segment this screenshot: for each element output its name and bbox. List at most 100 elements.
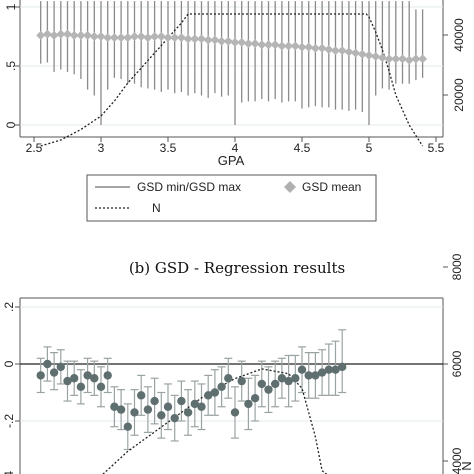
- chart-a-mean-marker: [49, 30, 59, 40]
- chart-a-mean-marker: [377, 53, 387, 63]
- chart-a-mean-marker: [56, 29, 66, 39]
- chart-a-mean-marker: [163, 33, 173, 43]
- chart-b-estimate-point: [277, 374, 287, 383]
- chart-b-right-tick-label: 6000: [450, 350, 464, 377]
- chart-a-mean-marker: [304, 42, 314, 52]
- chart-a-mean-marker: [76, 30, 86, 40]
- chart-a-x-tick-label: 3.5: [160, 141, 177, 155]
- chart-b-estimate-point: [217, 382, 226, 391]
- chart-a-mean-marker: [42, 29, 52, 39]
- chart-a-mean-marker: [170, 33, 180, 43]
- chart-b-estimate-point: [90, 374, 99, 383]
- chart-a-mean-marker: [337, 46, 347, 56]
- chart-a-mean-marker: [223, 36, 233, 46]
- chart-b-estimate-point: [204, 391, 213, 400]
- chart-b-estimate-point: [190, 399, 199, 409]
- chart-a-mean-marker: [324, 44, 334, 54]
- chart-a-y-tick-label: 1: [4, 3, 18, 10]
- chart-b-estimate-point: [76, 382, 86, 391]
- chart-b-estimate-point: [257, 379, 266, 389]
- chart-a-mean-marker: [183, 34, 193, 44]
- chart-b-estimate-point: [237, 376, 246, 386]
- chart-b-title: (b) GSD - Regression results: [129, 259, 345, 277]
- chart-b-estimate-point: [83, 371, 92, 380]
- chart-a-range-bars: [40, 1, 424, 125]
- chart-a-x-tick-label: 5: [366, 141, 373, 155]
- chart-a-x-tick-label: 4: [232, 141, 239, 155]
- chart-a-mean-marker: [130, 32, 139, 41]
- chart-b-estimate-point: [43, 359, 52, 369]
- chart-a-y-tick-label: .5: [4, 61, 18, 71]
- chart-a-gridlines: [20, 6, 443, 126]
- chart-a-mean-marker: [156, 32, 166, 41]
- chart-a-mean-marker: [150, 32, 160, 41]
- chart-a-y-ticks-left: 0.51: [4, 3, 20, 128]
- chart-a-n-line: [40, 13, 424, 147]
- chart-b-estimate-point: [123, 422, 132, 431]
- chart-a-mean-marker: [317, 43, 327, 53]
- chart-b-estimate-point: [291, 374, 300, 383]
- chart-b-estimate-point: [103, 371, 112, 380]
- chart-b-estimate-point: [157, 411, 166, 420]
- chart-a-mean-marker: [203, 35, 213, 45]
- chart-a-mean-marker: [210, 35, 220, 45]
- chart-a-mean-marker: [217, 36, 227, 46]
- chart-a-legend: GSD min/GSD max GSD mean N: [86, 174, 377, 222]
- chart-b-estimate-point: [150, 396, 159, 406]
- chart-a-mean-marker: [371, 52, 381, 62]
- chart-b-estimate-point: [56, 362, 65, 372]
- chart-a-mean-marker: [404, 55, 414, 65]
- chart-a-mean-marker: [243, 39, 253, 49]
- chart-a-right-tick-label: 40000: [452, 18, 466, 52]
- chart-a-x-axis-label: GPA: [218, 153, 245, 168]
- chart-a-mean-marker: [136, 32, 146, 41]
- chart-a-mean-marker: [384, 54, 394, 64]
- chart-b-estimate-point: [250, 394, 260, 403]
- chart-b-estimate-point: [143, 405, 153, 414]
- chart-b-y-tick-label: -.2: [2, 414, 16, 428]
- chart-a-mean-marker: [83, 30, 93, 40]
- chart-b-estimate-point: [224, 374, 233, 383]
- chart-a-mean-marker: [364, 50, 374, 60]
- chart-a-mean-marker: [89, 32, 99, 41]
- chart-a-mean-markers: [36, 29, 428, 65]
- chart-b-estimate-point: [183, 408, 193, 417]
- chart-a-x-tick-label: 5.5: [428, 141, 445, 155]
- chart-b-estimate-point: [210, 388, 220, 397]
- chart-a-mean-marker: [297, 42, 307, 52]
- chart-b-y-tick-label: -.4: [2, 471, 16, 474]
- chart-a-n-path: [40, 13, 424, 147]
- chart-a-mean-marker: [357, 49, 367, 59]
- chart-a-mean-marker: [237, 37, 247, 47]
- chart-a-right-tick-label: 20000: [452, 78, 466, 112]
- chart-a-x-tick-label: 3: [98, 141, 105, 155]
- chart-a-y-tick-label: 0: [4, 121, 18, 128]
- chart-a-mean-marker: [103, 33, 113, 43]
- chart-b-estimate-point: [271, 379, 280, 389]
- chart-b-estimate-point: [311, 371, 320, 380]
- chart-a-mean-marker: [391, 54, 401, 64]
- chart-a-mean-marker: [257, 40, 267, 50]
- chart-b-y-tick-label: 0: [2, 360, 16, 367]
- chart-a-mean-marker: [398, 54, 407, 64]
- chart-a-mean-marker: [331, 46, 340, 56]
- chart-b-right-tick-label: 4000: [450, 447, 464, 474]
- chart-b-estimate-point: [284, 376, 293, 386]
- chart-b-right-tick-label: 8000: [450, 253, 464, 280]
- chart-a-x-tick-label: 2.5: [26, 141, 43, 155]
- chart-b-estimate-point: [264, 385, 273, 394]
- chart-b-estimate-point: [230, 408, 240, 417]
- chart-b-n-path: [102, 368, 328, 474]
- chart-b-n-line: [102, 368, 328, 474]
- chart-b-estimate-point: [70, 374, 79, 383]
- chart-b-y-ticks-left: .2 0 -.2 -.4: [2, 302, 20, 474]
- chart-b-estimate-point: [163, 402, 173, 411]
- chart-a-mean-marker: [230, 37, 240, 47]
- chart-a-y-ticks-right: 20000 40000: [443, 18, 466, 112]
- chart-b-estimates: [36, 359, 347, 431]
- chart-b-estimate-point: [36, 371, 45, 380]
- chart-b-estimate-point: [177, 396, 186, 406]
- chart-a-mean-marker: [109, 33, 119, 43]
